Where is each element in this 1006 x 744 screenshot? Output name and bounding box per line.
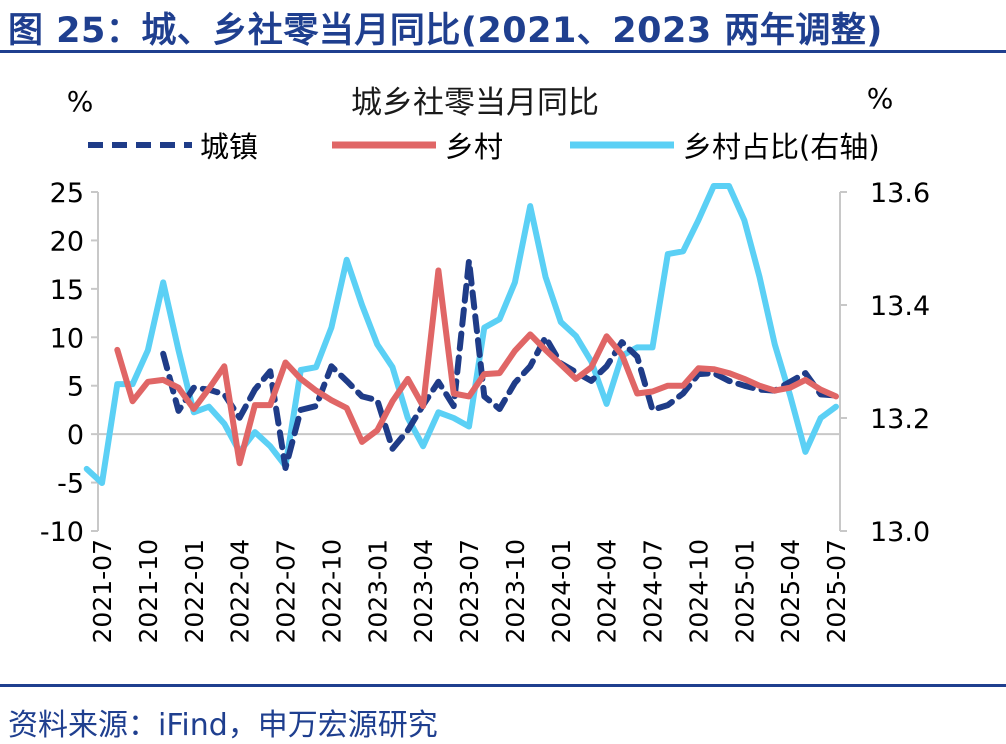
x-tick-label: 2024-01 bbox=[547, 539, 576, 643]
x-tick-label: 2022-10 bbox=[317, 539, 346, 643]
source-note: 资料来源：iFind，申万宏源研究 bbox=[8, 708, 438, 743]
legend-label-rural: 乡村 bbox=[445, 130, 503, 164]
legend-label-rural-share: 乡村占比(右轴) bbox=[683, 130, 880, 164]
legend: 城镇 乡村 乡村占比(右轴) bbox=[88, 130, 880, 164]
y-left-tick-label: 20 bbox=[50, 226, 84, 257]
x-tick-label: 2022-07 bbox=[272, 539, 301, 643]
y-left-tick-label: 0 bbox=[67, 420, 84, 451]
x-tick-label: 2022-04 bbox=[226, 539, 255, 643]
figure-title: 图 25：城、乡社零当月同比(2021、2023 两年调整) bbox=[8, 11, 883, 51]
series-rural-line bbox=[114, 267, 839, 467]
x-tick-label: 2023-07 bbox=[455, 539, 484, 643]
y-right-unit: % bbox=[867, 82, 894, 115]
y-left-unit: % bbox=[67, 85, 94, 118]
x-tick-label: 2025-01 bbox=[730, 539, 759, 643]
legend-label-urban: 城镇 bbox=[200, 130, 258, 164]
top-rule bbox=[0, 50, 1006, 53]
x-tick-label: 2025-04 bbox=[776, 539, 805, 643]
chart: -10 -5 0 5 10 15 20 25 13.0 13.2 13.4 13.6 2021-07 20… bbox=[40, 82, 930, 643]
series-rural-share-line bbox=[83, 183, 839, 486]
y-left-tick-label: 10 bbox=[50, 323, 84, 354]
y-left-tick-label: 15 bbox=[50, 275, 84, 306]
series-urban-line bbox=[160, 257, 839, 471]
y-left-tick-label: 5 bbox=[67, 372, 84, 403]
x-tick-label: 2024-07 bbox=[639, 539, 668, 643]
x-tick-label: 2025-07 bbox=[822, 539, 851, 643]
x-tick-label: 2022-01 bbox=[180, 539, 209, 643]
bottom-rule bbox=[0, 684, 1006, 687]
chart-title: 城乡社零当月同比 bbox=[351, 85, 599, 121]
x-tick-label: 2021-10 bbox=[134, 539, 163, 643]
x-tick-label: 2024-04 bbox=[593, 539, 622, 643]
y-left-tick-label: 25 bbox=[50, 178, 84, 209]
y-right-tick-label: 13.4 bbox=[870, 291, 930, 322]
y-right-tick-label: 13.2 bbox=[870, 404, 930, 435]
x-tick-label: 2023-10 bbox=[501, 539, 530, 643]
y-left-tick-label: -10 bbox=[40, 517, 84, 548]
x-tick-label: 2023-04 bbox=[409, 539, 438, 643]
x-tick-label: 2024-10 bbox=[684, 539, 713, 643]
y-right-tick-label: 13.6 bbox=[870, 178, 930, 209]
x-tick-label: 2021-07 bbox=[88, 539, 117, 643]
y-left-tick-label: -5 bbox=[57, 469, 84, 500]
x-tick-label: 2023-01 bbox=[363, 539, 392, 643]
y-right-tick-label: 13.0 bbox=[870, 517, 930, 548]
